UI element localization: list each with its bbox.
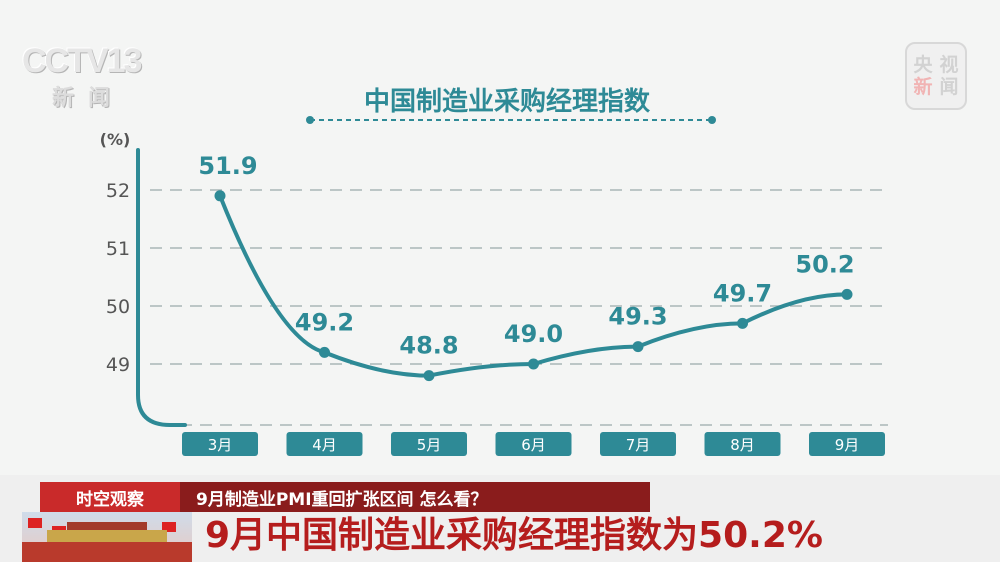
y-tick-label-49: 49 [106, 354, 130, 376]
cctv13-logo: CCTV13 新闻 [22, 42, 172, 112]
yangshi-char-1: 央 [913, 54, 933, 76]
yangshi-char-3: 新 [913, 76, 933, 98]
value-label-2: 48.8 [399, 332, 458, 360]
value-label-1: 49.2 [295, 308, 354, 336]
category-label-3: 6月 [521, 436, 546, 454]
value-label-4: 49.3 [608, 303, 667, 331]
data-point-1 [319, 346, 330, 358]
cctv-logo-subtitle: 新闻 [52, 86, 125, 111]
tiananmen-image [22, 512, 192, 562]
pmi-line-chart: 中国制造业采购经理指数 (%) 49 50 51 52 51.9 3月 49.2 4月 48.8 5月… [100, 86, 888, 456]
cctv-logo-text: CCTV [22, 42, 109, 80]
y-axis-unit: (%) [100, 130, 131, 149]
y-tick-label-52: 52 [106, 180, 130, 202]
category-label-5: 8月 [730, 436, 755, 454]
category-box-1 [286, 432, 363, 456]
yangshi-char-2: 视 [939, 54, 959, 76]
category-box-0 [182, 432, 258, 456]
category-box-5 [704, 432, 781, 456]
axis-line [136, 148, 187, 427]
category-label-1: 4月 [312, 436, 337, 454]
value-label-5: 49.7 [713, 279, 772, 307]
data-point-0 [214, 190, 226, 202]
chart-title: 中国制造业采购经理指数 [364, 86, 651, 117]
category-label-6: 9月 [835, 436, 860, 454]
category-label-0: 3月 [208, 436, 233, 454]
cctv-logo-number: 13 [106, 42, 143, 80]
category-box-2 [391, 432, 467, 456]
caption-headline: 9月中国制造业采购经理指数为50.2% [205, 515, 823, 556]
category-label-4: 7月 [626, 436, 651, 454]
value-label-0: 51.9 [198, 152, 257, 180]
title-underline-dot-left [306, 116, 314, 124]
data-point-2 [423, 370, 435, 382]
data-point-3 [528, 358, 539, 370]
yangshi-char-4: 闻 [939, 76, 959, 98]
value-label-6: 50.2 [795, 250, 854, 278]
category-box-6 [809, 432, 885, 456]
caption-subhead: 9月制造业PMI重回扩张区间 怎么看？ [180, 482, 650, 512]
data-point-5 [737, 317, 748, 329]
title-underline-dot-right [708, 116, 716, 124]
y-tick-label-50: 50 [106, 296, 130, 318]
data-point-4 [632, 341, 644, 353]
yangshi-news-logo: 央 视 新 闻 [905, 42, 967, 110]
caption-tag: 时空观察 [40, 482, 180, 512]
category-box-4 [600, 432, 676, 456]
category-box-3 [495, 432, 572, 456]
y-tick-label-51: 51 [106, 238, 130, 260]
category-label-2: 5月 [417, 436, 442, 454]
value-label-3: 49.0 [504, 320, 563, 348]
data-point-6 [841, 288, 853, 300]
